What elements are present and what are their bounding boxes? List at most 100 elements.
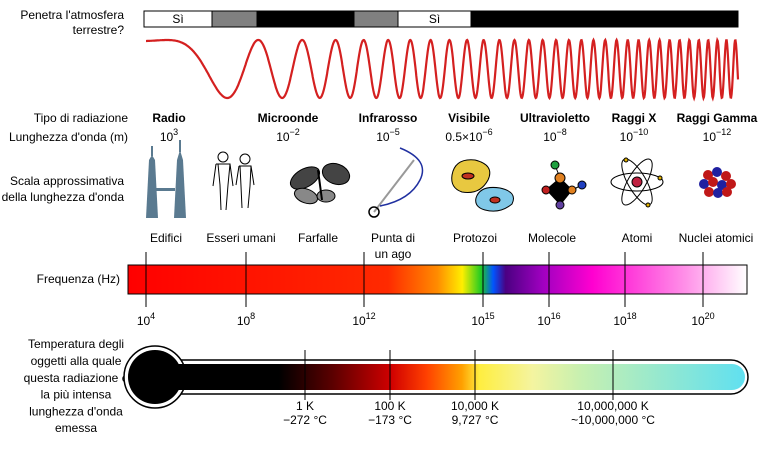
- frequency-bar: [127, 264, 748, 295]
- radiation-type: Infrarosso: [359, 111, 418, 125]
- frequency-tick-label: 1018: [613, 311, 636, 328]
- exponent: −8: [557, 127, 567, 137]
- wavelength: 10−12: [703, 127, 732, 144]
- atmosphere-segment: [353, 10, 399, 28]
- butterfly-icon: [289, 162, 351, 205]
- temperature-tick-label: 100 K: [374, 399, 405, 413]
- temperature-tick-label: 10,000 K: [451, 399, 499, 413]
- base: 10: [352, 314, 366, 328]
- needle-icon: [368, 147, 424, 218]
- scale-object: Nuclei atomici: [679, 231, 754, 245]
- exponent: −12: [716, 127, 731, 137]
- scale-object: Molecole: [528, 231, 576, 245]
- temperature-tick-label: −272 °C: [283, 413, 327, 427]
- exponent: 20: [705, 311, 715, 321]
- exponent: 12: [366, 311, 376, 321]
- exponent: −10: [633, 127, 648, 137]
- protozoa-icon: [451, 159, 514, 212]
- prefix: 0.5×: [445, 130, 469, 144]
- wave: [146, 36, 740, 102]
- base: 10: [620, 130, 634, 144]
- exponent: 8: [250, 311, 255, 321]
- thermometer-tube: [155, 364, 745, 390]
- temperature-tick-label: 9,727 °C: [452, 413, 499, 427]
- frequency-tick-label: 108: [237, 311, 255, 328]
- wavelength: 0.5×10−6: [445, 127, 492, 144]
- wavelength: 10−5: [376, 127, 400, 144]
- scale-label: Scala approssimativa: [10, 174, 124, 188]
- frequency-tick-label: 1012: [352, 311, 375, 328]
- base: 10: [691, 314, 705, 328]
- temperature-tick-label: 10,000,000 K: [577, 399, 648, 413]
- atmosphere-segment-label: No: [298, 12, 314, 26]
- temperature-tick-label: 1 K: [296, 399, 314, 413]
- scale-object: Punta di: [371, 231, 415, 245]
- radiation-type: Raggi Gamma: [677, 111, 758, 125]
- wavelength: 103: [160, 127, 178, 144]
- atmosphere-label: terrestre?: [73, 23, 125, 37]
- nucleus-icon: [699, 167, 736, 198]
- base: 10: [703, 130, 717, 144]
- temperature-tick-label: ~10,000,000 °C: [571, 413, 655, 427]
- exponent: 18: [627, 311, 637, 321]
- frequency-tick-label: 104: [137, 311, 155, 328]
- base: 10: [471, 314, 485, 328]
- scale-label: della lunghezza d'onda: [2, 190, 125, 204]
- scale-object: Farfalle: [298, 231, 338, 245]
- wavelength: 10−10: [620, 127, 649, 144]
- frequency-tick-label: 1015: [471, 311, 494, 328]
- atmosphere-segment: [470, 10, 739, 28]
- exponent: 15: [485, 311, 495, 321]
- atmosphere-segment-label: Sì: [172, 12, 183, 26]
- base: 10: [276, 130, 290, 144]
- exponent: −5: [390, 127, 400, 137]
- exponent: −2: [290, 127, 300, 137]
- base: 10: [537, 314, 551, 328]
- radiation-type: Visibile: [448, 111, 490, 125]
- temperature-label: oggetti alla quale: [31, 354, 122, 368]
- base: 10: [376, 130, 390, 144]
- exponent: 4: [150, 311, 155, 321]
- temperature-tick-label: −173 °C: [368, 413, 412, 427]
- temperature-label: Temperatura degli: [28, 337, 124, 351]
- exponent: −6: [482, 127, 492, 137]
- base: 10: [137, 314, 151, 328]
- towers-icon: [146, 140, 186, 218]
- atmosphere-label: Penetra l'atmosfera: [20, 8, 124, 22]
- exponent: 16: [551, 311, 561, 321]
- scale-object: un ago: [375, 247, 412, 261]
- atmosphere-segment: [211, 10, 258, 28]
- molecule-icon: [541, 160, 587, 210]
- frequency-tick-label: 1020: [691, 311, 714, 328]
- atmosphere-segment-label: Sì: [429, 12, 440, 26]
- wavelength: 10−2: [276, 127, 300, 144]
- radiation-type: Raggi X: [612, 111, 657, 125]
- temperature-label: la più intensa: [41, 388, 112, 402]
- base: 10: [613, 314, 627, 328]
- temperature-label: emessa: [55, 421, 97, 435]
- base: 10: [469, 130, 483, 144]
- base: 10: [543, 130, 557, 144]
- exponent: 3: [173, 127, 178, 137]
- atom-icon: [610, 157, 664, 208]
- thermometer-bulb: [128, 350, 182, 404]
- wavelength: 10−8: [543, 127, 567, 144]
- scale-object: Atomi: [622, 231, 653, 245]
- humans-icon: [212, 151, 255, 211]
- radiation-type: Ultravioletto: [520, 111, 590, 125]
- scale-object: Esseri umani: [206, 231, 275, 245]
- temperature-label: lunghezza d'onda: [29, 404, 123, 418]
- frequency-tick-label: 1016: [537, 311, 560, 328]
- radiation-type: Microonde: [258, 111, 319, 125]
- base: 10: [237, 314, 251, 328]
- frequency-label: Frequenza (Hz): [37, 272, 120, 286]
- atmosphere-segment-label: No: [597, 12, 613, 26]
- wavelength-row-label: Lunghezza d'onda (m): [9, 130, 128, 144]
- radiation-type: Radio: [152, 111, 185, 125]
- scale-object: Protozoi: [453, 231, 497, 245]
- base: 10: [160, 130, 174, 144]
- temperature-label: questa radiazione è: [24, 371, 129, 385]
- scale-object: Edifici: [150, 231, 182, 245]
- scale-icons: [146, 140, 736, 218]
